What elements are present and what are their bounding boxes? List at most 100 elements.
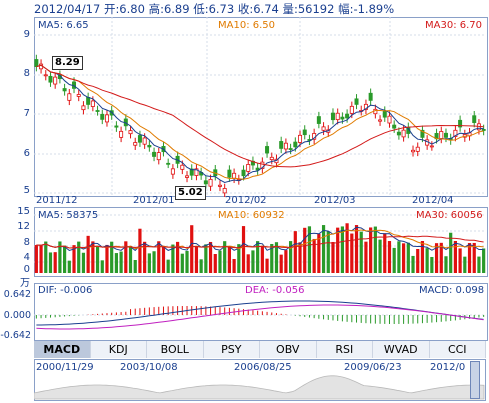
volume-bar [359,231,363,273]
volume-bar [241,226,246,273]
volume-bar [95,245,100,273]
candle-body [81,105,86,111]
volume-bar [114,253,118,273]
tab-psy[interactable]: PSY [203,341,260,358]
candle-body [269,156,274,161]
volume-bar [213,254,217,273]
volume-bar [218,250,222,273]
candle-body [227,169,232,178]
candle-body [378,119,383,122]
candle-body [142,137,147,145]
ma30-label: MA30: 6.70 [425,20,483,31]
volume-bar [72,245,76,273]
volume-bar [350,233,354,273]
volume-bar [227,246,231,273]
candle-body [420,129,425,138]
volume-bar [119,251,123,273]
ma5-label: MA5: 6.65 [38,20,89,31]
volume-bar [44,241,48,273]
volume-y-tick: 8 [23,237,30,248]
volume-bar [166,259,170,273]
ma30-line [36,64,484,168]
high-price-callout: 8.29 [52,56,83,70]
ma5-line [36,64,484,184]
candle-body [316,116,321,124]
volume-bar [105,244,109,273]
volume-bar [312,238,316,273]
volume-bar [147,253,151,273]
candle-body [241,169,246,177]
volume-bar [176,241,180,273]
volume-bar [251,250,255,273]
volume-bar [256,241,260,273]
volume-bar [274,242,279,273]
candle-body [90,100,95,107]
candle-body [166,162,171,165]
volume-bar [416,249,420,273]
volume-y-tick: 15 [17,206,30,217]
macd-y-tick: -0.642 [0,330,31,341]
candle-body [48,75,53,83]
candle-body [137,135,142,143]
volume-bar [406,242,410,273]
navigator-date: 2012/0 [430,362,466,373]
candle-body [340,116,345,120]
price-y-tick: 6 [23,148,30,159]
candle-body [152,151,157,157]
price-y-tick: 8 [23,68,30,79]
candle-body [279,141,284,149]
candle-body [119,130,124,138]
price-y-tick: 7 [23,108,30,119]
tab-rsi[interactable]: RSI [316,341,373,358]
candle-body [288,148,293,150]
candle-body [34,59,39,68]
volume-bar [298,242,302,273]
candle-body [321,126,326,131]
price-x-tick: 2012/03 [314,195,356,206]
macd-value-label: MACD: 0.098 [419,285,485,296]
volume-bar [345,223,349,273]
volume-bar [453,241,457,273]
volume-bar [161,246,166,273]
low-price-callout: 5.02 [175,186,206,200]
indicator-tab-bar: MACD KDJ BOLL PSY OBV RSI WVAD CCI [34,341,486,358]
navigator-range-handle[interactable] [470,361,480,399]
volume-bar [91,241,95,273]
candle-body [349,105,354,114]
volume-bar [477,256,481,273]
tab-kdj[interactable]: KDJ [90,341,147,358]
tab-macd[interactable]: MACD [34,341,91,358]
candle-body [411,149,416,153]
tab-wvad[interactable]: WVAD [373,341,430,358]
price-y-tick: 9 [23,29,30,40]
tab-boll[interactable]: BOLL [147,341,204,358]
candle-body [185,175,190,178]
candle-body [330,112,335,121]
tab-obv[interactable]: OBV [260,341,317,358]
candle-body [208,178,213,187]
volume-bar [199,259,203,273]
candle-body [415,146,420,152]
volume-bar [143,241,147,273]
volume-bar [293,231,297,273]
volume-bar [284,250,288,273]
tab-cci[interactable]: CCI [429,341,486,358]
candle-body [481,129,486,131]
candle-body [472,115,477,123]
volume-bar [190,225,194,273]
volume-bar [439,242,443,273]
volume-bar [39,245,43,273]
volume-bar [331,241,335,273]
candle-body [194,168,199,176]
candle-body [232,172,237,179]
candle-body [133,142,138,146]
ma10-label: MA10: 6.50 [218,20,276,31]
candle-body [302,129,307,136]
candle-body [443,132,448,138]
candle-body [293,141,298,148]
price-y-tick: 5 [23,185,30,196]
navigator-area [34,375,485,400]
volume-bar [171,244,175,273]
volume-bar [157,241,161,273]
candle-body [387,115,392,124]
